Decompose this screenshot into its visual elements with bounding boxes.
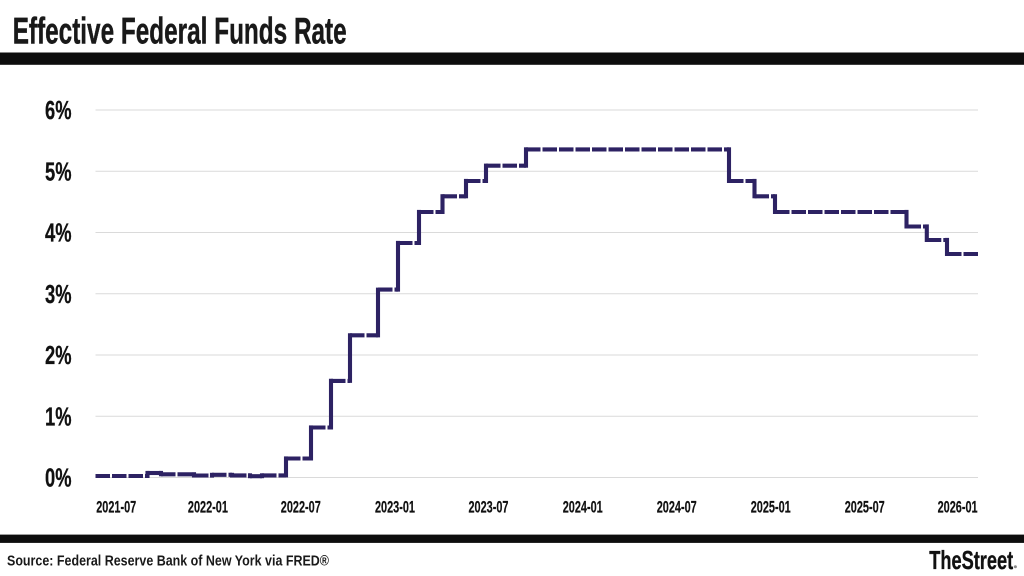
svg-text:2%: 2% xyxy=(45,342,72,370)
svg-text:3%: 3% xyxy=(45,281,72,309)
svg-text:Effective Federal Funds Rate: Effective Federal Funds Rate xyxy=(13,10,347,51)
svg-text:2022-07: 2022-07 xyxy=(281,497,321,516)
svg-text:0%: 0% xyxy=(45,465,72,493)
svg-text:5%: 5% xyxy=(45,158,72,186)
svg-text:4%: 4% xyxy=(45,220,72,248)
svg-text:6%: 6% xyxy=(45,97,72,125)
svg-text:2026-01: 2026-01 xyxy=(938,497,978,516)
svg-text:2024-01: 2024-01 xyxy=(563,497,603,516)
svg-text:2025-01: 2025-01 xyxy=(751,497,791,516)
svg-text:1%: 1% xyxy=(45,403,72,431)
svg-text:2021-07: 2021-07 xyxy=(96,497,136,516)
svg-text:2023-01: 2023-01 xyxy=(375,497,415,516)
svg-text:2022-01: 2022-01 xyxy=(188,497,228,516)
svg-text:Source: Federal Reserve Bank o: Source: Federal Reserve Bank of New York… xyxy=(7,553,329,569)
svg-text:2023-07: 2023-07 xyxy=(469,497,509,516)
svg-text:TheStreet: TheStreet xyxy=(929,547,1013,575)
svg-text:2025-07: 2025-07 xyxy=(845,497,885,516)
svg-text:2024-07: 2024-07 xyxy=(657,497,697,516)
